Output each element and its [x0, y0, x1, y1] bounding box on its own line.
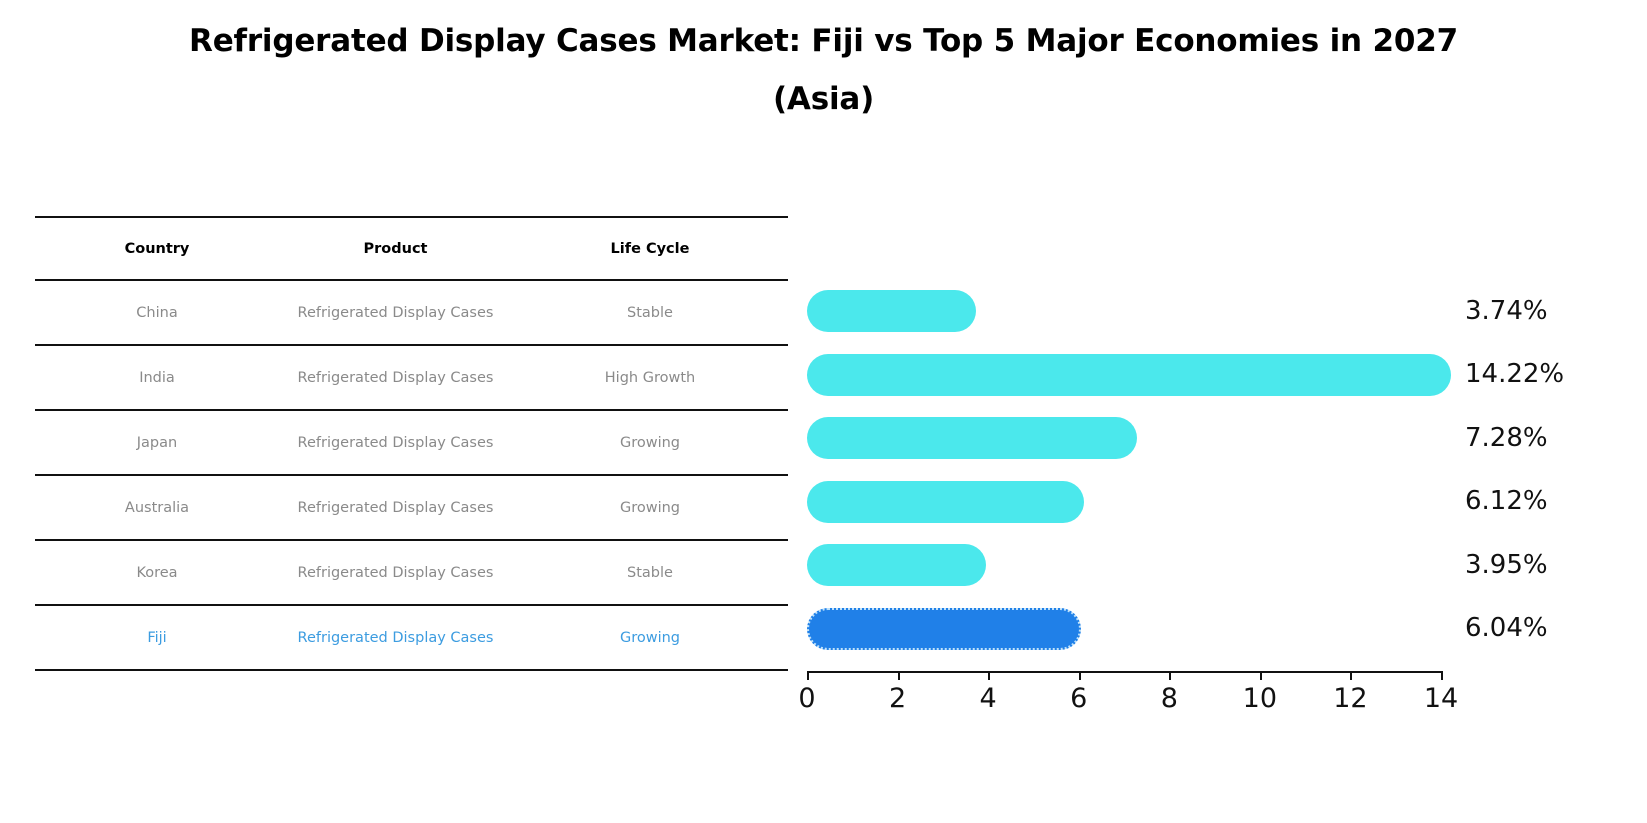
- x-axis-tick: [988, 671, 991, 680]
- bar-value-label: 7.28%: [1465, 422, 1548, 453]
- country-table: Country Product Life Cycle China Refriger…: [35, 216, 788, 671]
- table-row: China Refrigerated Display Cases Stable: [35, 280, 788, 346]
- table-row: Australia Refrigerated Display Cases Growi…: [35, 475, 788, 541]
- table-header-life-cycle: Life Cycle: [512, 216, 788, 281]
- bar-row: 7.28%: [807, 406, 1647, 469]
- x-axis-tick: [1350, 671, 1353, 680]
- table-cell-product: Refrigerated Display Cases: [279, 540, 512, 606]
- country-table-body: China Refrigerated Display Cases Stable Ind…: [35, 280, 788, 671]
- bar-korea: [807, 544, 986, 586]
- table-header-country: Country: [35, 216, 279, 281]
- x-axis-tick: [1078, 671, 1081, 680]
- x-axis-tick-label: 14: [1423, 683, 1459, 714]
- table-cell-country: Japan: [35, 410, 279, 476]
- bar-value-label: 14.22%: [1465, 359, 1565, 389]
- x-axis-tick-label: 6: [1070, 683, 1088, 714]
- table-cell-life-cycle: High Growth: [512, 345, 788, 411]
- table-cell-product: Refrigerated Display Cases: [279, 605, 512, 671]
- table-cell-life-cycle: Growing: [512, 475, 788, 541]
- bar-row: 6.12%: [807, 470, 1647, 533]
- x-axis-tick-label: 4: [979, 683, 997, 714]
- country-table-panel: Country Product Life Cycle China Refriger…: [35, 216, 788, 671]
- table-row: Japan Refrigerated Display Cases Growing: [35, 410, 788, 476]
- x-axis-tick-label: 2: [888, 683, 907, 714]
- table-cell-life-cycle: Growing: [512, 410, 788, 476]
- x-axis-line: [807, 671, 1441, 673]
- x-axis-tick: [1169, 671, 1172, 680]
- table-header-product: Product: [279, 216, 512, 281]
- chart-title: Refrigerated Display Cases Market: Fiji …: [0, 12, 1647, 128]
- table-cell-life-cycle: Growing: [512, 605, 788, 671]
- table-cell-country: China: [35, 280, 279, 346]
- table-cell-country: Korea: [35, 540, 279, 606]
- bar-fiji: [807, 607, 1081, 650]
- bar-australia: [807, 480, 1085, 523]
- x-axis-tick-label: 8: [1160, 683, 1178, 714]
- x-axis-tick: [807, 671, 809, 680]
- x-axis-tick-label: 12: [1333, 683, 1368, 714]
- table-row: Fiji Refrigerated Display Cases Growing: [35, 605, 788, 671]
- bar-row: 3.74%: [807, 279, 1647, 342]
- table-cell-product: Refrigerated Display Cases: [279, 475, 512, 541]
- table-cell-product: Refrigerated Display Cases: [279, 410, 512, 476]
- bar-value-label: 6.12%: [1465, 486, 1548, 516]
- x-axis-tick: [1441, 671, 1443, 680]
- table-cell-country: Fiji: [35, 605, 279, 671]
- bar-value-label: 3.74%: [1465, 295, 1548, 326]
- bar-value-label: 6.04%: [1465, 613, 1548, 643]
- table-header-row: Country Product Life Cycle: [35, 216, 788, 281]
- table-cell-product: Refrigerated Display Cases: [279, 280, 512, 346]
- bar-row: 14.22%: [807, 343, 1647, 406]
- chart-title-line-1: Refrigerated Display Cases Market: Fiji …: [189, 23, 1458, 59]
- table-row: India Refrigerated Display Cases High Grow…: [35, 345, 788, 411]
- x-axis-tick-label: 10: [1242, 683, 1278, 714]
- table-cell-life-cycle: Stable: [512, 280, 788, 346]
- country-table-head: Country Product Life Cycle: [35, 216, 788, 281]
- table-cell-product: Refrigerated Display Cases: [279, 345, 512, 411]
- chart-title-line-2: (Asia): [772, 81, 875, 117]
- x-axis-tick: [1259, 671, 1262, 680]
- bar-value-label: 3.95%: [1465, 549, 1548, 580]
- table-cell-country: Australia: [35, 475, 279, 541]
- bar-row: 3.95%: [807, 533, 1647, 596]
- bar-china: [807, 290, 977, 332]
- table-cell-life-cycle: Stable: [512, 540, 788, 606]
- table-cell-country: India: [35, 345, 279, 411]
- bar-japan: [807, 417, 1137, 459]
- x-axis-tick: [897, 671, 900, 680]
- bar-row: 6.04%: [807, 597, 1647, 660]
- x-axis-tick-label: 0: [798, 683, 816, 714]
- table-row: Korea Refrigerated Display Cases Stable: [35, 540, 788, 606]
- bar-india: [807, 353, 1451, 396]
